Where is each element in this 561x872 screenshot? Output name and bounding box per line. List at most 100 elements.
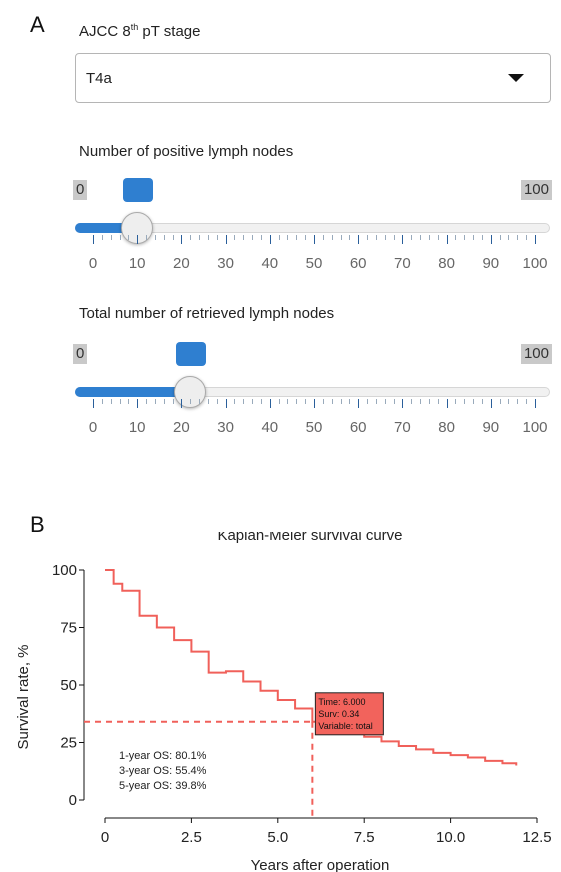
slider-max-label: 100 [520,344,552,364]
slider-minor-tick [393,399,395,404]
slider-minor-tick [340,399,342,404]
slider-major-tick [225,399,227,408]
tooltip-line: Time: 6.000 [318,697,365,707]
slider-minor-tick [375,399,377,404]
tooltip-line: Surv: 0.34 [318,709,359,719]
x-tick-label: 5.0 [267,829,288,846]
slider-tick-label: 60 [349,419,367,436]
stage-select[interactable]: T4a [75,53,551,103]
os-annotation: 3-year OS: 55.4% [119,765,207,777]
slider-ticks: 0 10 20 30 40 50 60 70 80 90 100 [70,399,556,439]
x-tick-label: 10.0 [436,829,465,846]
slider-minor-tick [146,235,148,240]
panel-b-label: B [30,512,45,537]
slider-minor-tick [367,235,369,240]
slider-major-tick [314,235,315,244]
positive-nodes-label: Number of positive lymph nodes [79,143,294,160]
slider-tick-label: 20 [173,419,190,436]
slider-major-tick [358,399,360,408]
slider-tick-label: 50 [305,419,323,436]
slider-minor-tick [411,235,413,240]
slider-minor-tick [101,235,103,240]
slider-major-tick [535,235,536,244]
slider-minor-tick [393,235,395,240]
slider-min-label: 0 [73,180,88,200]
crosshair-guides [84,720,314,818]
x-axis-label: Years after operation [251,857,390,872]
slider-min-label: 0 [73,344,88,364]
slider-minor-tick [384,399,386,404]
slider-minor-tick [172,235,174,240]
slider-minor-tick [349,399,351,404]
slider-tick-label: 10 [128,419,146,436]
slider-tick-label: 20 [173,255,190,272]
slider-tick-label: 90 [482,419,500,436]
slider-tick-label: 100 [522,255,548,272]
slider-tick-label: 30 [217,255,234,272]
slider-minor-tick [199,399,201,404]
slider-tick-label: 70 [394,255,411,272]
slider-tick-label: 50 [305,255,323,272]
slider-minor-tick [517,399,519,404]
slider-minor-tick [110,399,112,404]
slider-minor-tick [119,399,121,404]
slider-minor-tick [517,235,519,240]
slider-minor-tick [216,235,218,240]
slider-major-tick [490,235,492,244]
slider-tick-label: 70 [394,419,411,436]
slider-minor-tick [234,235,236,240]
slider-major-tick [181,235,183,244]
x-tick-label: 2.5 [181,829,202,846]
x-tick-label: 0 [101,829,109,846]
stage-label-main: AJCC 8 [79,23,131,40]
slider-minor-tick [437,399,439,404]
slider-major-tick [535,399,536,408]
slider-minor-tick [464,235,466,240]
slider-minor-tick [499,399,501,404]
positive-nodes-slider[interactable]: 0 100 0 10 20 30 40 50 60 70 80 90 100 [70,178,556,290]
slider-minor-tick [207,235,209,240]
chart-axes: 0 25 50 75 100 0 2.5 5.0 7.5 10.0 12.5 [52,562,552,846]
slider-tick-label: 40 [261,419,279,436]
slider-minor-tick [119,235,121,240]
slider-minor-tick [154,235,156,240]
slider-minor-tick [163,235,165,240]
slider-minor-tick [375,235,377,240]
slider-major-tick [446,399,448,408]
slider-max-label: 100 [520,180,552,200]
slider-minor-tick [411,399,413,404]
slider-minor-tick [305,399,307,404]
slider-major-tick [446,235,448,244]
slider-minor-tick [455,399,457,404]
slider-minor-tick [278,399,280,404]
retrieved-nodes-label: Total number of retrieved lymph nodes [79,305,335,322]
slider-minor-tick [473,235,475,240]
slider-minor-tick [199,235,201,240]
os-annotation: 5-year OS: 39.8% [119,780,207,792]
os-annotation: 1-year OS: 80.1% [119,750,207,762]
caret-down-icon[interactable] [508,74,524,82]
slider-minor-tick [473,399,475,404]
slider-minor-tick [331,235,333,240]
slider-minor-tick [243,399,245,404]
stage-label: AJCC 8th pT stage [79,22,200,40]
y-tick-label: 25 [60,735,77,752]
slider-minor-tick [260,399,262,404]
slider-fill [75,387,191,397]
slider-major-tick [402,235,404,244]
y-tick-label: 50 [60,677,77,694]
slider-minor-tick [128,235,130,240]
slider-major-tick [269,399,271,408]
slider-minor-tick [287,399,289,404]
slider-major-tick [314,399,315,408]
slider-major-tick [225,235,227,244]
slider-minor-tick [420,399,422,404]
slider-minor-tick [331,399,333,404]
slider-minor-tick [207,399,209,404]
survival-curve[interactable] [105,569,518,766]
x-tick-label: 7.5 [354,829,375,846]
slider-minor-tick [190,235,192,240]
slider-minor-tick [526,235,528,240]
retrieved-nodes-slider[interactable]: 0 100 0 10 20 30 40 50 60 70 80 90 100 [70,342,556,454]
os-annotations: 1-year OS: 80.1% 3-year OS: 55.4% 5-year O… [119,750,207,792]
